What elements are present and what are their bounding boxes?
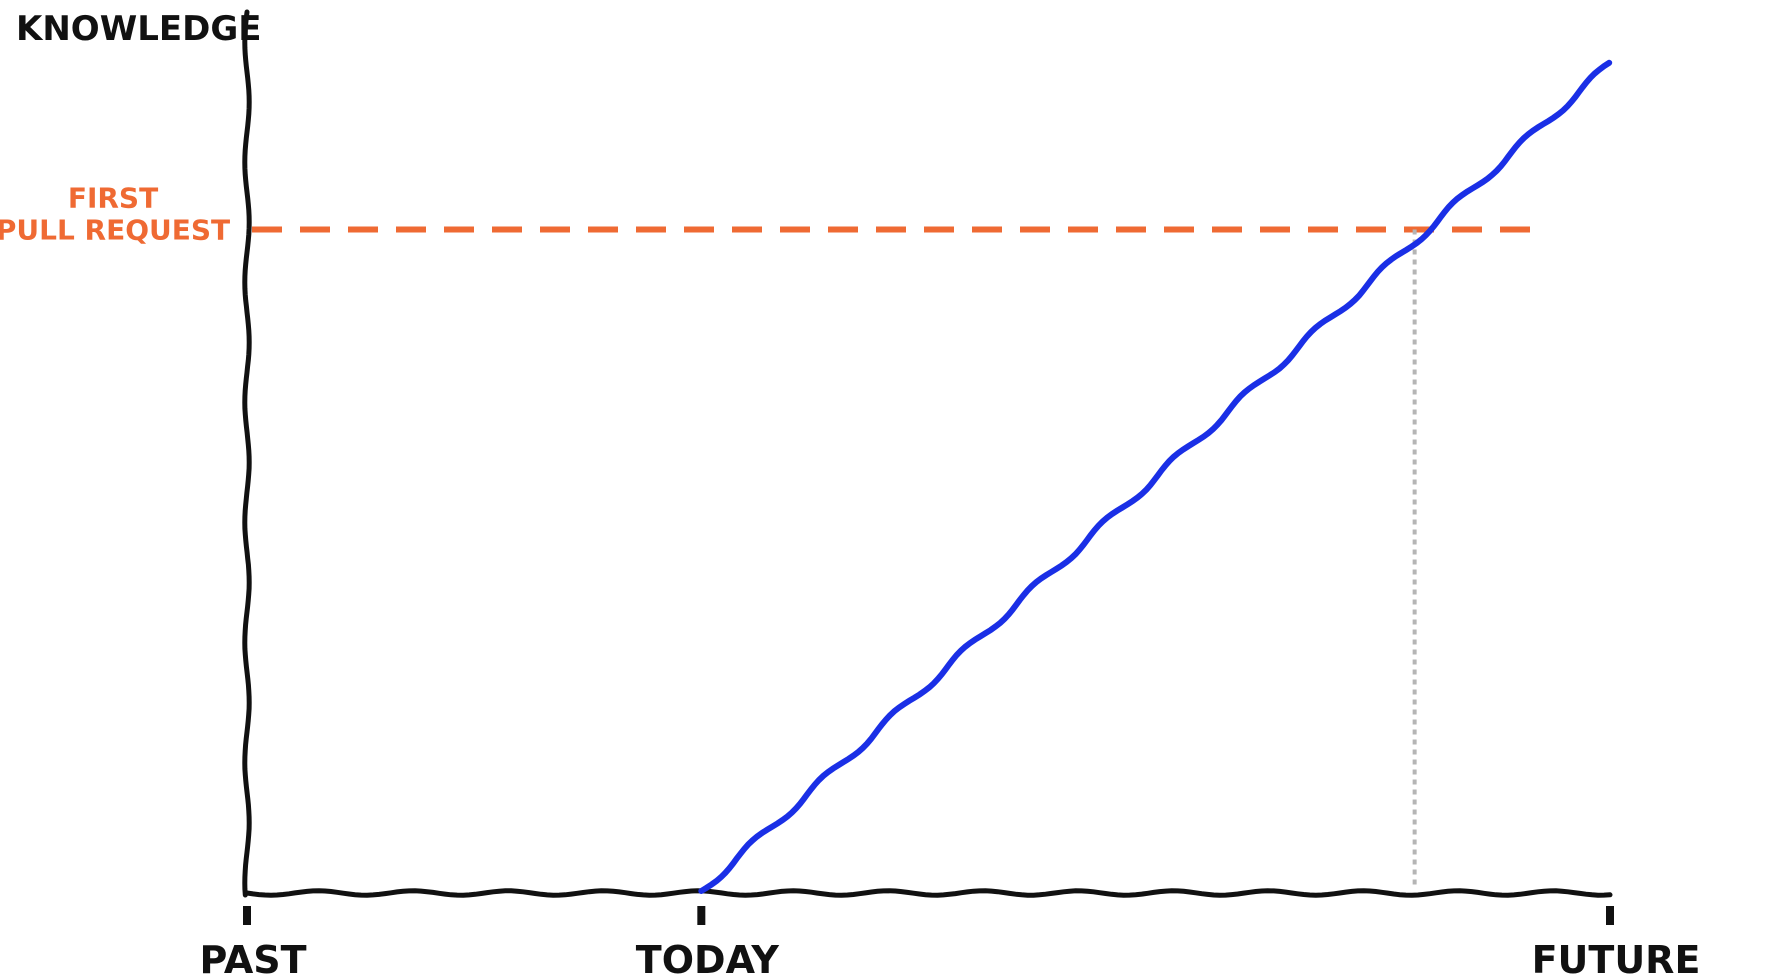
x-tick-label: PAST bbox=[199, 938, 306, 976]
series bbox=[698, 59, 1613, 894]
y-axis-label: KNOWLEDGE bbox=[16, 9, 261, 49]
threshold-label-line: PULL REQUEST bbox=[0, 214, 230, 247]
x-axis-line bbox=[244, 888, 1613, 898]
y-axis-line bbox=[242, 9, 252, 898]
knowledge-series-line bbox=[698, 59, 1613, 894]
axes bbox=[242, 9, 1614, 925]
x-tick-mark bbox=[1606, 906, 1614, 925]
x-tick-label: TODAY bbox=[636, 938, 780, 976]
x-tick-mark bbox=[697, 906, 706, 925]
x-tick-mark bbox=[243, 906, 251, 925]
reference-lines bbox=[252, 226, 1540, 887]
threshold-label-line: FIRST bbox=[68, 182, 158, 215]
x-tick-label: FUTURE bbox=[1532, 938, 1701, 976]
